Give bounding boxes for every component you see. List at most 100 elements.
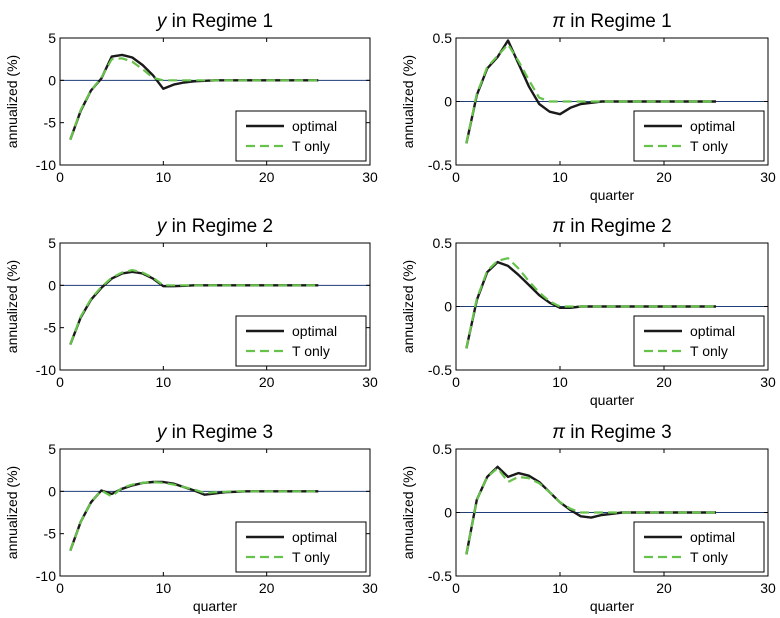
x-tick-label: 10: [156, 374, 172, 390]
x-tick-label: 0: [452, 374, 460, 390]
chart-title-text: in Regime 1: [565, 11, 672, 32]
chart-title: π in Regime 1: [552, 11, 671, 32]
y-tick-label: -5: [44, 115, 57, 131]
x-tick-label: 30: [760, 169, 776, 185]
legend: optimal T only: [633, 315, 765, 367]
chart-title: π in Regime 2: [552, 216, 671, 237]
y-tick-label: -10: [36, 568, 56, 584]
chart-panel: 0 10 20 30 -10 -5 0 5 y in Regime 2 annualized (%…: [4, 216, 378, 390]
chart-title-text: in Regime 3: [565, 422, 672, 443]
x-tick-label: 0: [56, 169, 64, 185]
x-tick-label: 10: [552, 580, 568, 596]
y-axis-label: annualized (%): [4, 466, 20, 559]
x-tick-label: 0: [452, 169, 460, 185]
y-axis-label: annualized (%): [400, 260, 416, 353]
chart-title-text: in Regime 3: [166, 422, 273, 443]
axes-box: [59, 448, 371, 577]
legend: optimal T only: [235, 110, 367, 162]
chart-title-text: in Regime 2: [565, 216, 672, 237]
y-tick-label: 0: [48, 277, 56, 293]
chart-title-variable: y: [155, 216, 168, 237]
chart-title: π in Regime 3: [552, 422, 671, 443]
x-tick-label: 20: [259, 580, 275, 596]
series-line-t-only: [465, 43, 716, 144]
chart-title-text: in Regime 2: [166, 216, 273, 237]
legend-label-optimal: optimal: [690, 529, 735, 545]
chart-title-variable: π: [552, 11, 566, 32]
y-tick-label: 0: [48, 483, 56, 499]
legend-box: [235, 315, 367, 367]
legend-label-t-only: T only: [292, 138, 330, 154]
y-tick-label: -5: [44, 526, 57, 542]
legend-label-optimal: optimal: [292, 529, 337, 545]
series-line-t-only: [465, 257, 716, 349]
y-tick-label: -0.5: [428, 362, 452, 378]
legend-label-t-only: T only: [690, 549, 728, 565]
legend-box: [235, 110, 367, 162]
x-axis-label: quarter: [590, 187, 635, 203]
series-line-optimal: [465, 465, 716, 555]
chart-title: y in Regime 1: [155, 11, 273, 32]
chart-title: y in Regime 2: [155, 216, 273, 237]
legend-label-optimal: optimal: [292, 118, 337, 134]
chart-title-variable: π: [552, 216, 566, 237]
series-line-optimal: [69, 53, 319, 141]
x-tick-label: 20: [259, 169, 275, 185]
series-line-optimal: [69, 480, 319, 552]
chart-panel: 0 10 20 30 -10 -5 0 5 y in Regime 1 annualized (%…: [4, 11, 378, 185]
y-tick-label: 5: [48, 30, 56, 46]
y-tick-label: 0.5: [433, 441, 453, 457]
y-axis-label: annualized (%): [4, 260, 20, 353]
y-tick-label: -10: [36, 157, 56, 173]
y-tick-label: 0.5: [433, 30, 453, 46]
y-tick-label: -5: [44, 320, 57, 336]
legend: optimal T only: [633, 110, 765, 162]
legend-label-optimal: optimal: [690, 118, 735, 134]
chart-title-variable: y: [155, 422, 168, 443]
x-tick-label: 0: [56, 580, 64, 596]
legend-box: [633, 315, 765, 367]
series-line-optimal: [465, 39, 716, 144]
axes-box: [59, 242, 371, 371]
legend-box: [633, 110, 765, 162]
x-tick-label: 20: [259, 374, 275, 390]
x-tick-label: 20: [656, 169, 672, 185]
y-tick-label: 0: [48, 72, 56, 88]
legend-label-t-only: T only: [690, 343, 728, 359]
chart-panel: 0 10 20 30 -10 -5 0 5 y in Regime 3 annualized (%…: [4, 422, 378, 614]
y-tick-label: 5: [48, 441, 56, 457]
y-tick-label: -10: [36, 362, 56, 378]
legend-label-t-only: T only: [690, 138, 728, 154]
y-tick-label: 0: [444, 299, 452, 315]
legend: optimal T only: [235, 315, 367, 367]
y-axis-label: annualized (%): [400, 466, 416, 559]
chart-title-variable: π: [552, 422, 566, 443]
x-tick-label: 0: [452, 580, 460, 596]
series-line-t-only: [69, 57, 319, 140]
legend: optimal T only: [235, 521, 367, 573]
legend-label-optimal: optimal: [292, 323, 337, 339]
x-axis-label: quarter: [193, 598, 238, 614]
x-tick-label: 30: [760, 374, 776, 390]
y-tick-label: 0.5: [433, 235, 453, 251]
x-axis-label: quarter: [590, 392, 635, 408]
series-line-t-only: [69, 269, 319, 345]
y-axis-label: annualized (%): [400, 55, 416, 148]
x-tick-label: 20: [656, 580, 672, 596]
legend-label-t-only: T only: [292, 549, 330, 565]
legend-label-optimal: optimal: [690, 323, 735, 339]
y-tick-label: -0.5: [428, 568, 452, 584]
y-tick-label: 0: [444, 94, 452, 110]
series-line-optimal: [465, 260, 716, 349]
x-axis-label: quarter: [590, 598, 635, 614]
legend: optimal T only: [633, 521, 765, 573]
x-tick-label: 30: [362, 580, 378, 596]
y-tick-label: 5: [48, 235, 56, 251]
x-tick-label: 30: [362, 374, 378, 390]
x-tick-label: 10: [552, 169, 568, 185]
legend-box: [235, 521, 367, 573]
chart-title-text: in Regime 1: [166, 11, 273, 32]
